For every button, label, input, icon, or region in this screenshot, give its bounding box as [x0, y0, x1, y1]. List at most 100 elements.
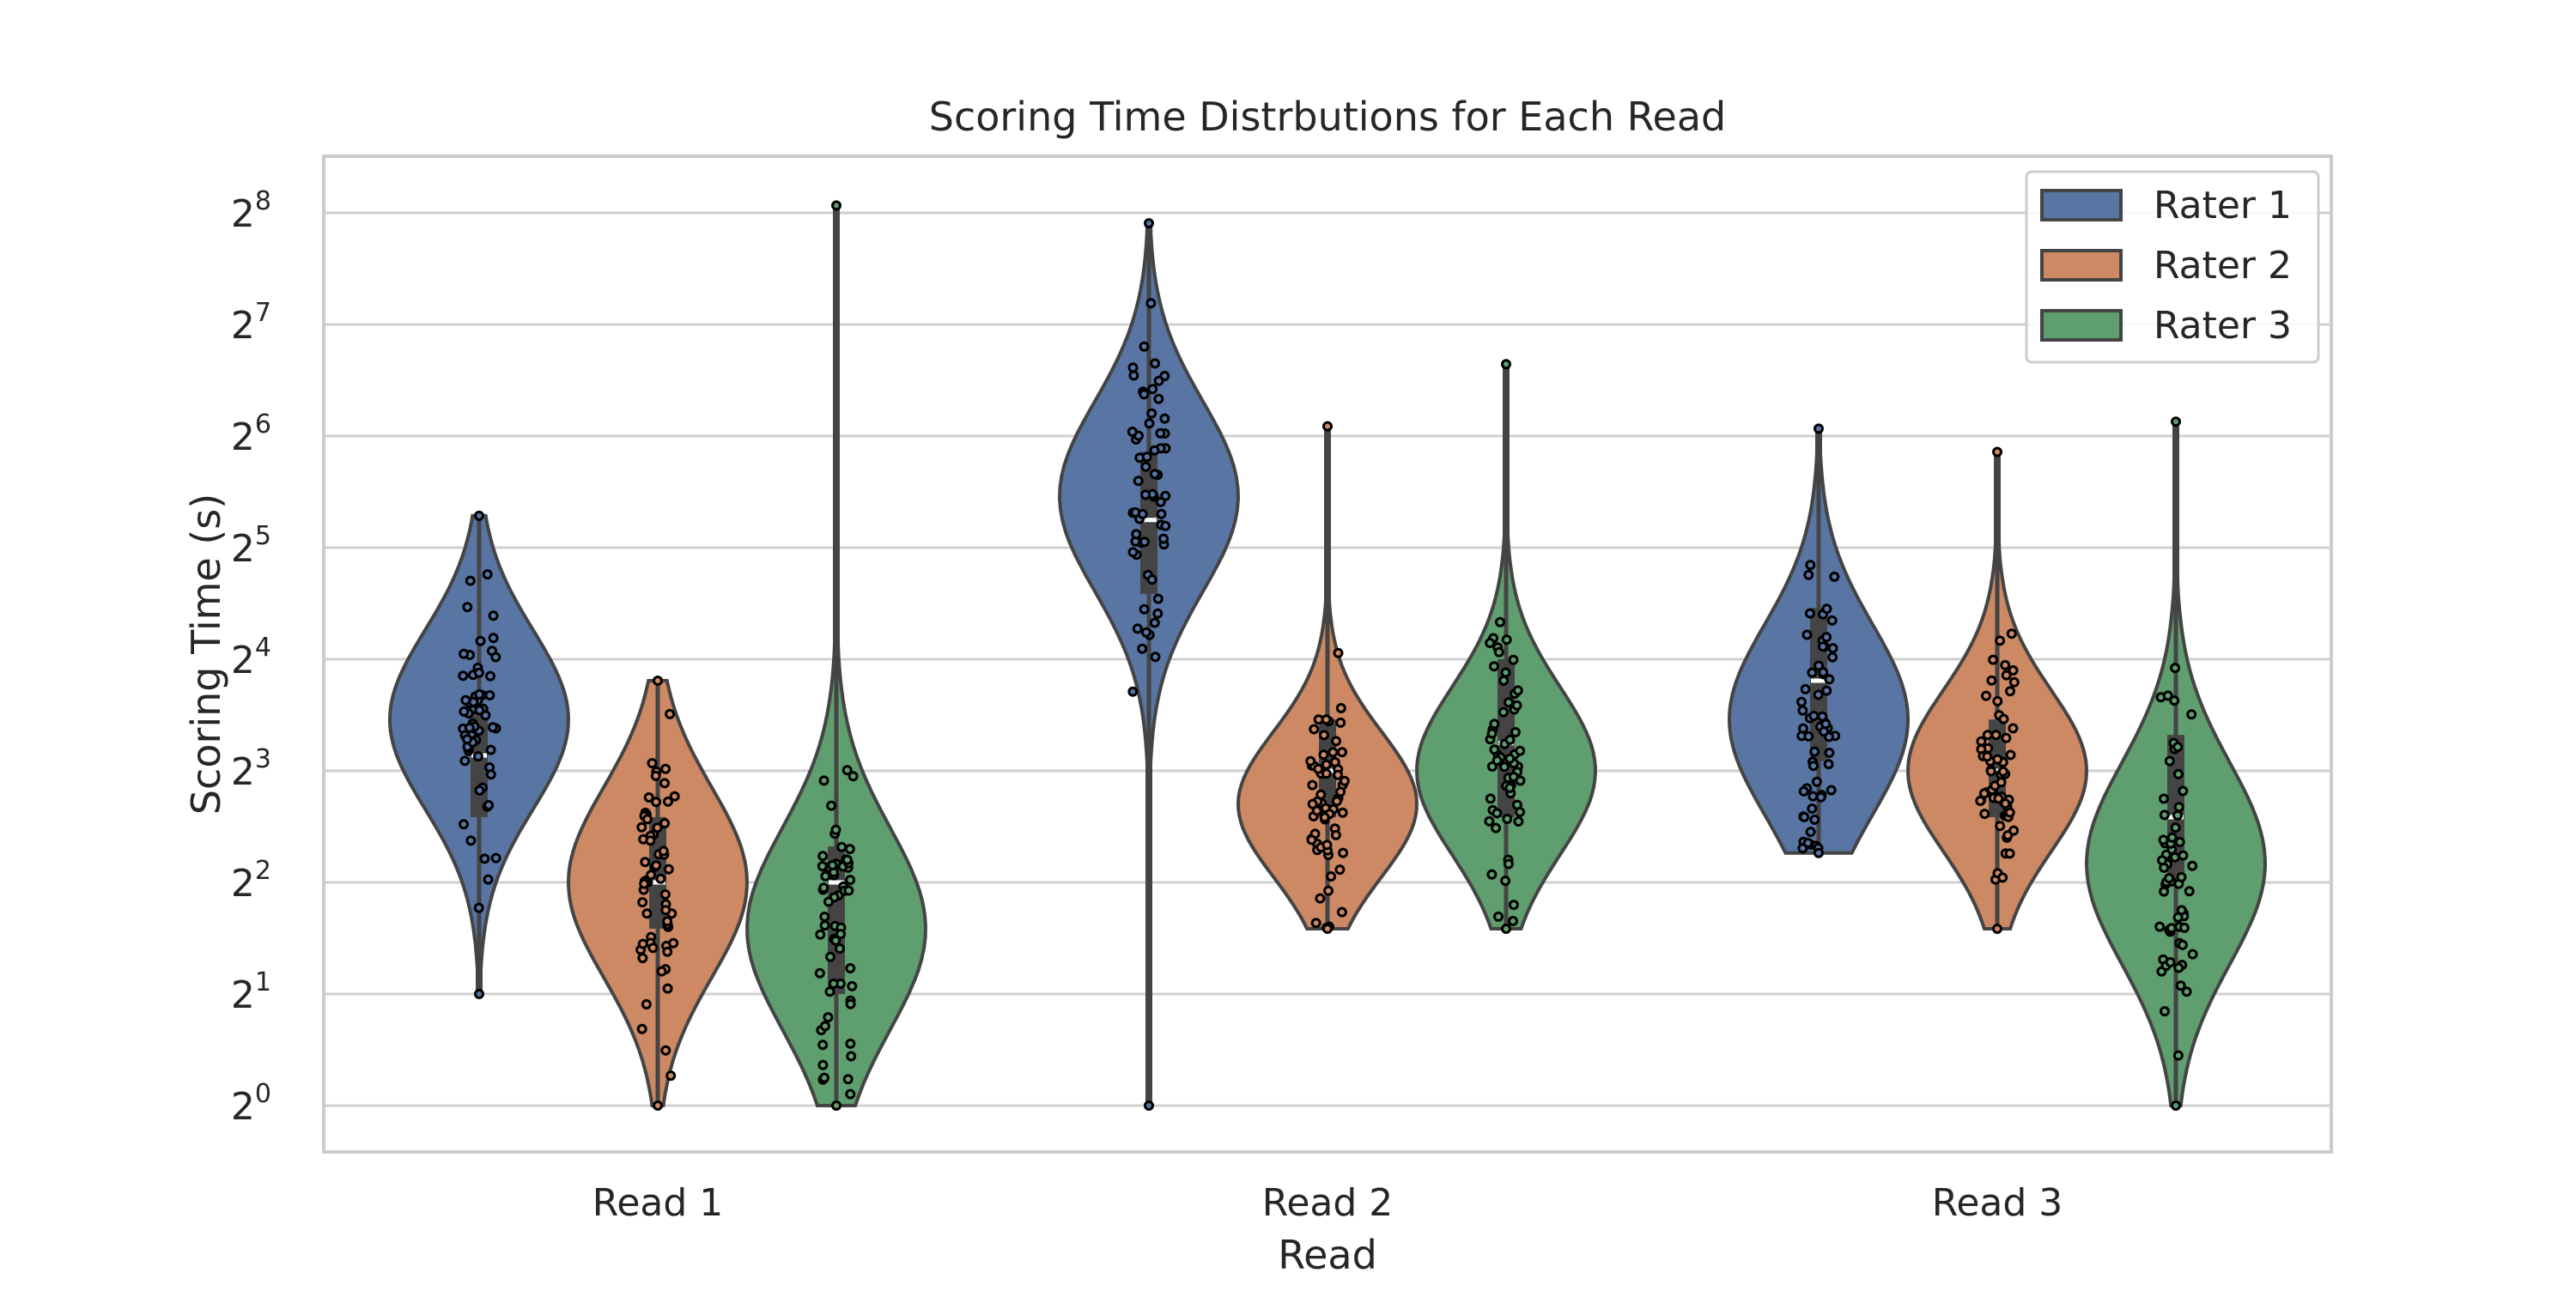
plot-frame [322, 155, 2333, 1154]
data-point [844, 844, 855, 855]
data-point [1976, 736, 1987, 747]
data-point [1144, 418, 1155, 429]
y-tick-label: 25 [231, 521, 271, 571]
data-point [1504, 697, 1514, 708]
data-point [640, 857, 651, 868]
data-point [1145, 298, 1157, 309]
data-point [460, 694, 471, 706]
data-point [2170, 663, 2181, 674]
data-point [1493, 911, 1504, 922]
data-point [817, 851, 829, 862]
data-point [663, 796, 673, 807]
data-point [2178, 850, 2189, 861]
data-point [1500, 876, 1511, 887]
data-point [1485, 638, 1496, 648]
y-axis-label: Scoring Time (s) [183, 494, 229, 815]
data-point [1160, 520, 1171, 531]
data-point [1152, 593, 1163, 604]
data-point [1337, 747, 1347, 758]
legend-swatch [2040, 309, 2123, 342]
y-tick-labels: 20 21 22 23 24 25 26 27 28 [231, 186, 271, 1129]
data-point [483, 874, 494, 885]
data-point [2176, 905, 2187, 916]
data-point [659, 778, 670, 789]
data-point [836, 841, 848, 852]
data-point [824, 986, 835, 997]
data-point [1513, 816, 1524, 827]
data-point [639, 878, 650, 889]
data-point [645, 835, 656, 846]
legend-label: Rater 3 [2154, 304, 2292, 348]
data-point [1127, 547, 1139, 558]
data-point [1813, 689, 1824, 700]
data-point [636, 821, 647, 833]
data-point [1489, 744, 1500, 755]
data-point [474, 785, 485, 796]
data-point [660, 763, 671, 774]
data-point [1155, 496, 1166, 507]
data-point [1814, 847, 1824, 858]
data-point [1992, 446, 2002, 458]
data-point [817, 861, 828, 872]
data-point [1508, 654, 1519, 665]
data-point [2159, 793, 2169, 804]
data-point [1996, 777, 2007, 788]
data-point [1503, 858, 1514, 870]
data-point [820, 870, 831, 882]
data-point [2166, 832, 2178, 843]
data-point [1305, 755, 1316, 767]
data-point [1986, 675, 1997, 686]
data-point [488, 633, 499, 644]
data-point [1137, 643, 1148, 654]
data-point [817, 1039, 829, 1051]
data-point [1321, 839, 1333, 851]
data-point [2187, 860, 2198, 871]
data-point [479, 853, 490, 864]
data-point [1331, 796, 1342, 807]
data-point [826, 800, 837, 811]
data-point [465, 835, 477, 846]
data-point [1992, 695, 2003, 706]
data-point [641, 999, 652, 1009]
data-point [1821, 603, 1832, 615]
data-point [1998, 713, 2009, 724]
legend-label: Rater 2 [2154, 244, 2292, 288]
data-point [1307, 779, 1318, 791]
data-point [1492, 755, 1503, 766]
data-point [1809, 746, 1820, 757]
legend: Rater 1 Rater 2 Rater 3 [2025, 170, 2320, 364]
data-point [485, 744, 496, 755]
data-point [1803, 569, 1814, 580]
data-point [653, 1100, 663, 1111]
data-point [1819, 726, 1830, 737]
data-point [480, 710, 491, 721]
data-point [1149, 469, 1160, 480]
data-point [1330, 829, 1341, 840]
data-point [647, 758, 658, 769]
data-point [459, 755, 471, 767]
data-point [2160, 1006, 2170, 1017]
data-point [1988, 654, 1999, 665]
data-point [1319, 730, 1329, 741]
data-point [2157, 855, 2167, 866]
data-point [1800, 683, 1811, 694]
data-point [2173, 962, 2184, 973]
data-point [1993, 793, 2004, 804]
data-point [1498, 675, 1510, 686]
data-point [1815, 791, 1826, 803]
data-point [2172, 742, 2184, 753]
data-point [2166, 923, 2177, 934]
y-tick-label: 28 [231, 186, 271, 236]
data-point [1306, 834, 1317, 846]
data-point [1500, 667, 1511, 678]
x-tick-label: Read 2 [1262, 1181, 1394, 1225]
data-point [2169, 852, 2180, 863]
data-point [1140, 627, 1151, 638]
data-point [845, 1088, 856, 1100]
data-point [1322, 923, 1333, 934]
data-point [637, 953, 648, 964]
data-point [2187, 949, 2198, 960]
data-point [845, 998, 856, 1009]
data-point [1798, 785, 1809, 797]
